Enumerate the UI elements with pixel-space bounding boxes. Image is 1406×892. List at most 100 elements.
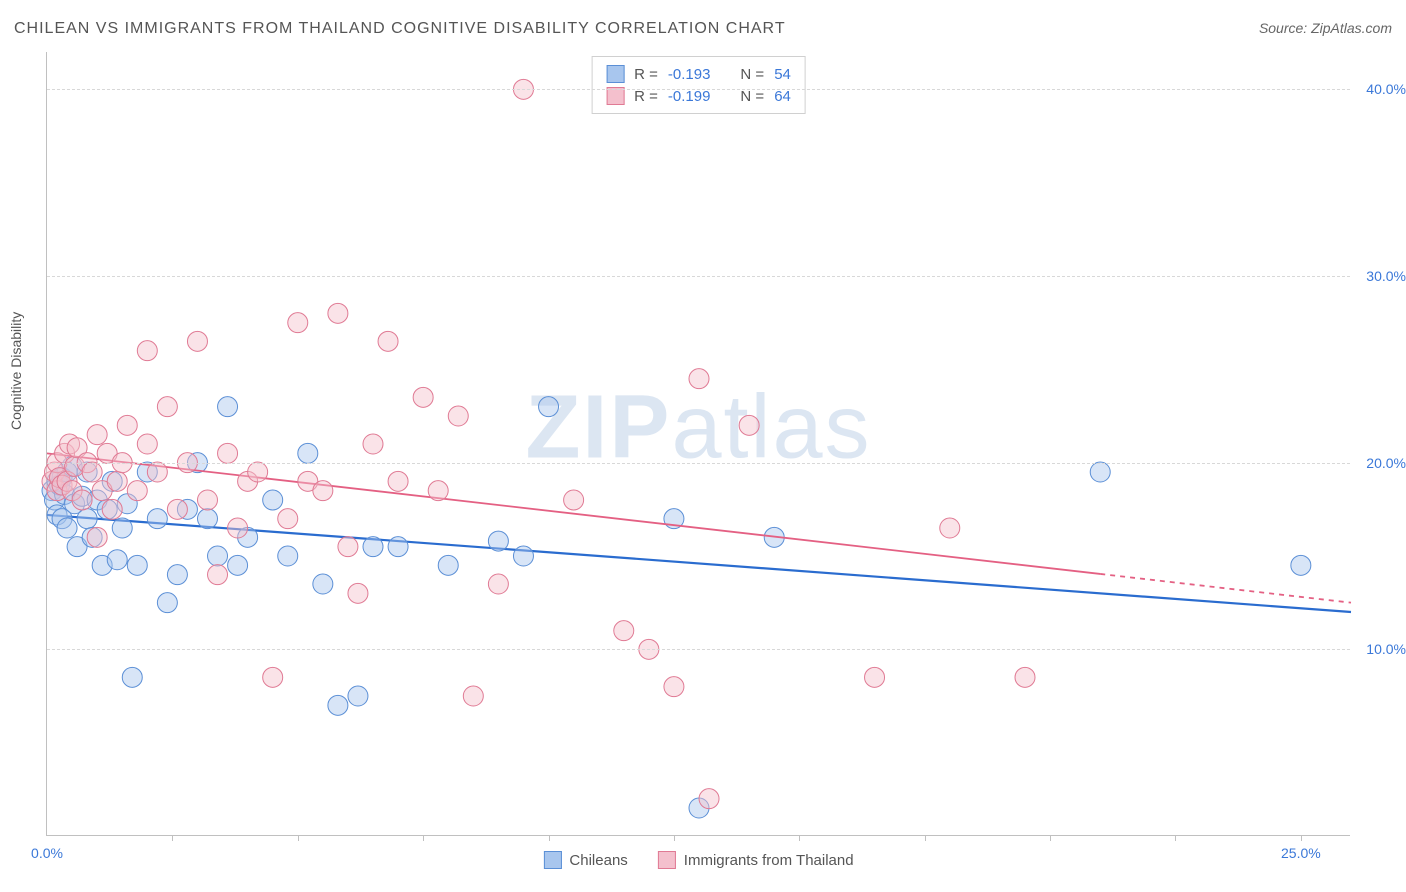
gridline — [47, 89, 1350, 90]
data-point — [127, 481, 147, 501]
source-prefix: Source: — [1259, 20, 1311, 36]
data-point — [127, 555, 147, 575]
data-point — [298, 443, 318, 463]
y-tick-label: 20.0% — [1356, 455, 1406, 471]
data-point — [167, 565, 187, 585]
data-point — [388, 537, 408, 557]
plot-area: ZIPatlas R = -0.193N = 54R = -0.199N = 6… — [46, 52, 1350, 836]
data-point — [378, 331, 398, 351]
data-point — [348, 583, 368, 603]
data-point — [208, 546, 228, 566]
data-point — [699, 789, 719, 809]
data-point — [513, 546, 533, 566]
data-point — [940, 518, 960, 538]
data-point — [263, 490, 283, 510]
series-legend-item: Chileans — [543, 851, 627, 869]
data-point — [1015, 667, 1035, 687]
data-point — [278, 509, 298, 529]
source-attribution: Source: ZipAtlas.com — [1259, 20, 1392, 36]
data-point — [157, 397, 177, 417]
data-point — [147, 462, 167, 482]
data-point — [428, 481, 448, 501]
x-tick-mark — [172, 835, 173, 841]
data-point — [388, 471, 408, 491]
data-point — [338, 537, 358, 557]
data-point — [147, 509, 167, 529]
data-point — [112, 518, 132, 538]
data-point — [228, 518, 248, 538]
x-tick-mark — [298, 835, 299, 841]
y-axis-label: Cognitive Disability — [8, 312, 24, 430]
x-tick-mark — [799, 835, 800, 841]
data-point — [689, 369, 709, 389]
x-tick-mark — [925, 835, 926, 841]
data-point — [218, 397, 238, 417]
data-point — [102, 499, 122, 519]
data-point — [263, 667, 283, 687]
data-point — [438, 555, 458, 575]
data-point — [488, 531, 508, 551]
x-tick-mark — [423, 835, 424, 841]
data-point — [348, 686, 368, 706]
y-tick-label: 40.0% — [1356, 81, 1406, 97]
data-point — [739, 415, 759, 435]
gridline — [47, 649, 1350, 650]
data-point — [463, 686, 483, 706]
data-point — [187, 331, 207, 351]
data-point — [228, 555, 248, 575]
trend-line-dashed — [1100, 574, 1351, 603]
series-legend-item: Immigrants from Thailand — [658, 851, 854, 869]
data-point — [313, 574, 333, 594]
data-point — [137, 341, 157, 361]
data-point — [328, 303, 348, 323]
chart-container: CHILEAN VS IMMIGRANTS FROM THAILAND COGN… — [0, 0, 1406, 892]
data-point — [117, 415, 137, 435]
x-tick-mark — [1050, 835, 1051, 841]
data-point — [328, 695, 348, 715]
legend-swatch — [543, 851, 561, 869]
data-point — [218, 443, 238, 463]
data-point — [157, 593, 177, 613]
data-point — [1291, 555, 1311, 575]
data-point — [363, 434, 383, 454]
data-point — [197, 509, 217, 529]
data-point — [1090, 462, 1110, 482]
data-point — [87, 425, 107, 445]
data-point — [197, 490, 217, 510]
data-point — [107, 471, 127, 491]
data-point — [87, 527, 107, 547]
gridline — [47, 276, 1350, 277]
data-point — [248, 462, 268, 482]
data-point — [448, 406, 468, 426]
data-point — [865, 667, 885, 687]
data-point — [167, 499, 187, 519]
x-tick-label: 0.0% — [31, 845, 63, 861]
data-point — [208, 565, 228, 585]
data-point — [488, 574, 508, 594]
gridline — [47, 463, 1350, 464]
data-point — [539, 397, 559, 417]
x-tick-mark — [1175, 835, 1176, 841]
data-point — [77, 509, 97, 529]
source-name: ZipAtlas.com — [1311, 20, 1392, 36]
data-point — [82, 462, 102, 482]
legend-swatch — [658, 851, 676, 869]
x-tick-label: 25.0% — [1281, 845, 1321, 861]
data-point — [57, 518, 77, 538]
series-legend: Chileans Immigrants from Thailand — [543, 851, 853, 869]
chart-title: CHILEAN VS IMMIGRANTS FROM THAILAND COGN… — [14, 20, 786, 38]
data-point — [664, 677, 684, 697]
data-point — [564, 490, 584, 510]
data-point — [363, 537, 383, 557]
data-point — [122, 667, 142, 687]
data-point — [278, 546, 298, 566]
x-tick-mark — [1301, 835, 1302, 841]
data-point — [137, 434, 157, 454]
y-tick-label: 30.0% — [1356, 268, 1406, 284]
x-tick-mark — [549, 835, 550, 841]
data-point — [313, 481, 333, 501]
series-name: Immigrants from Thailand — [684, 852, 854, 869]
data-point — [72, 490, 92, 510]
data-point — [614, 621, 634, 641]
scatter-svg — [47, 52, 1350, 835]
